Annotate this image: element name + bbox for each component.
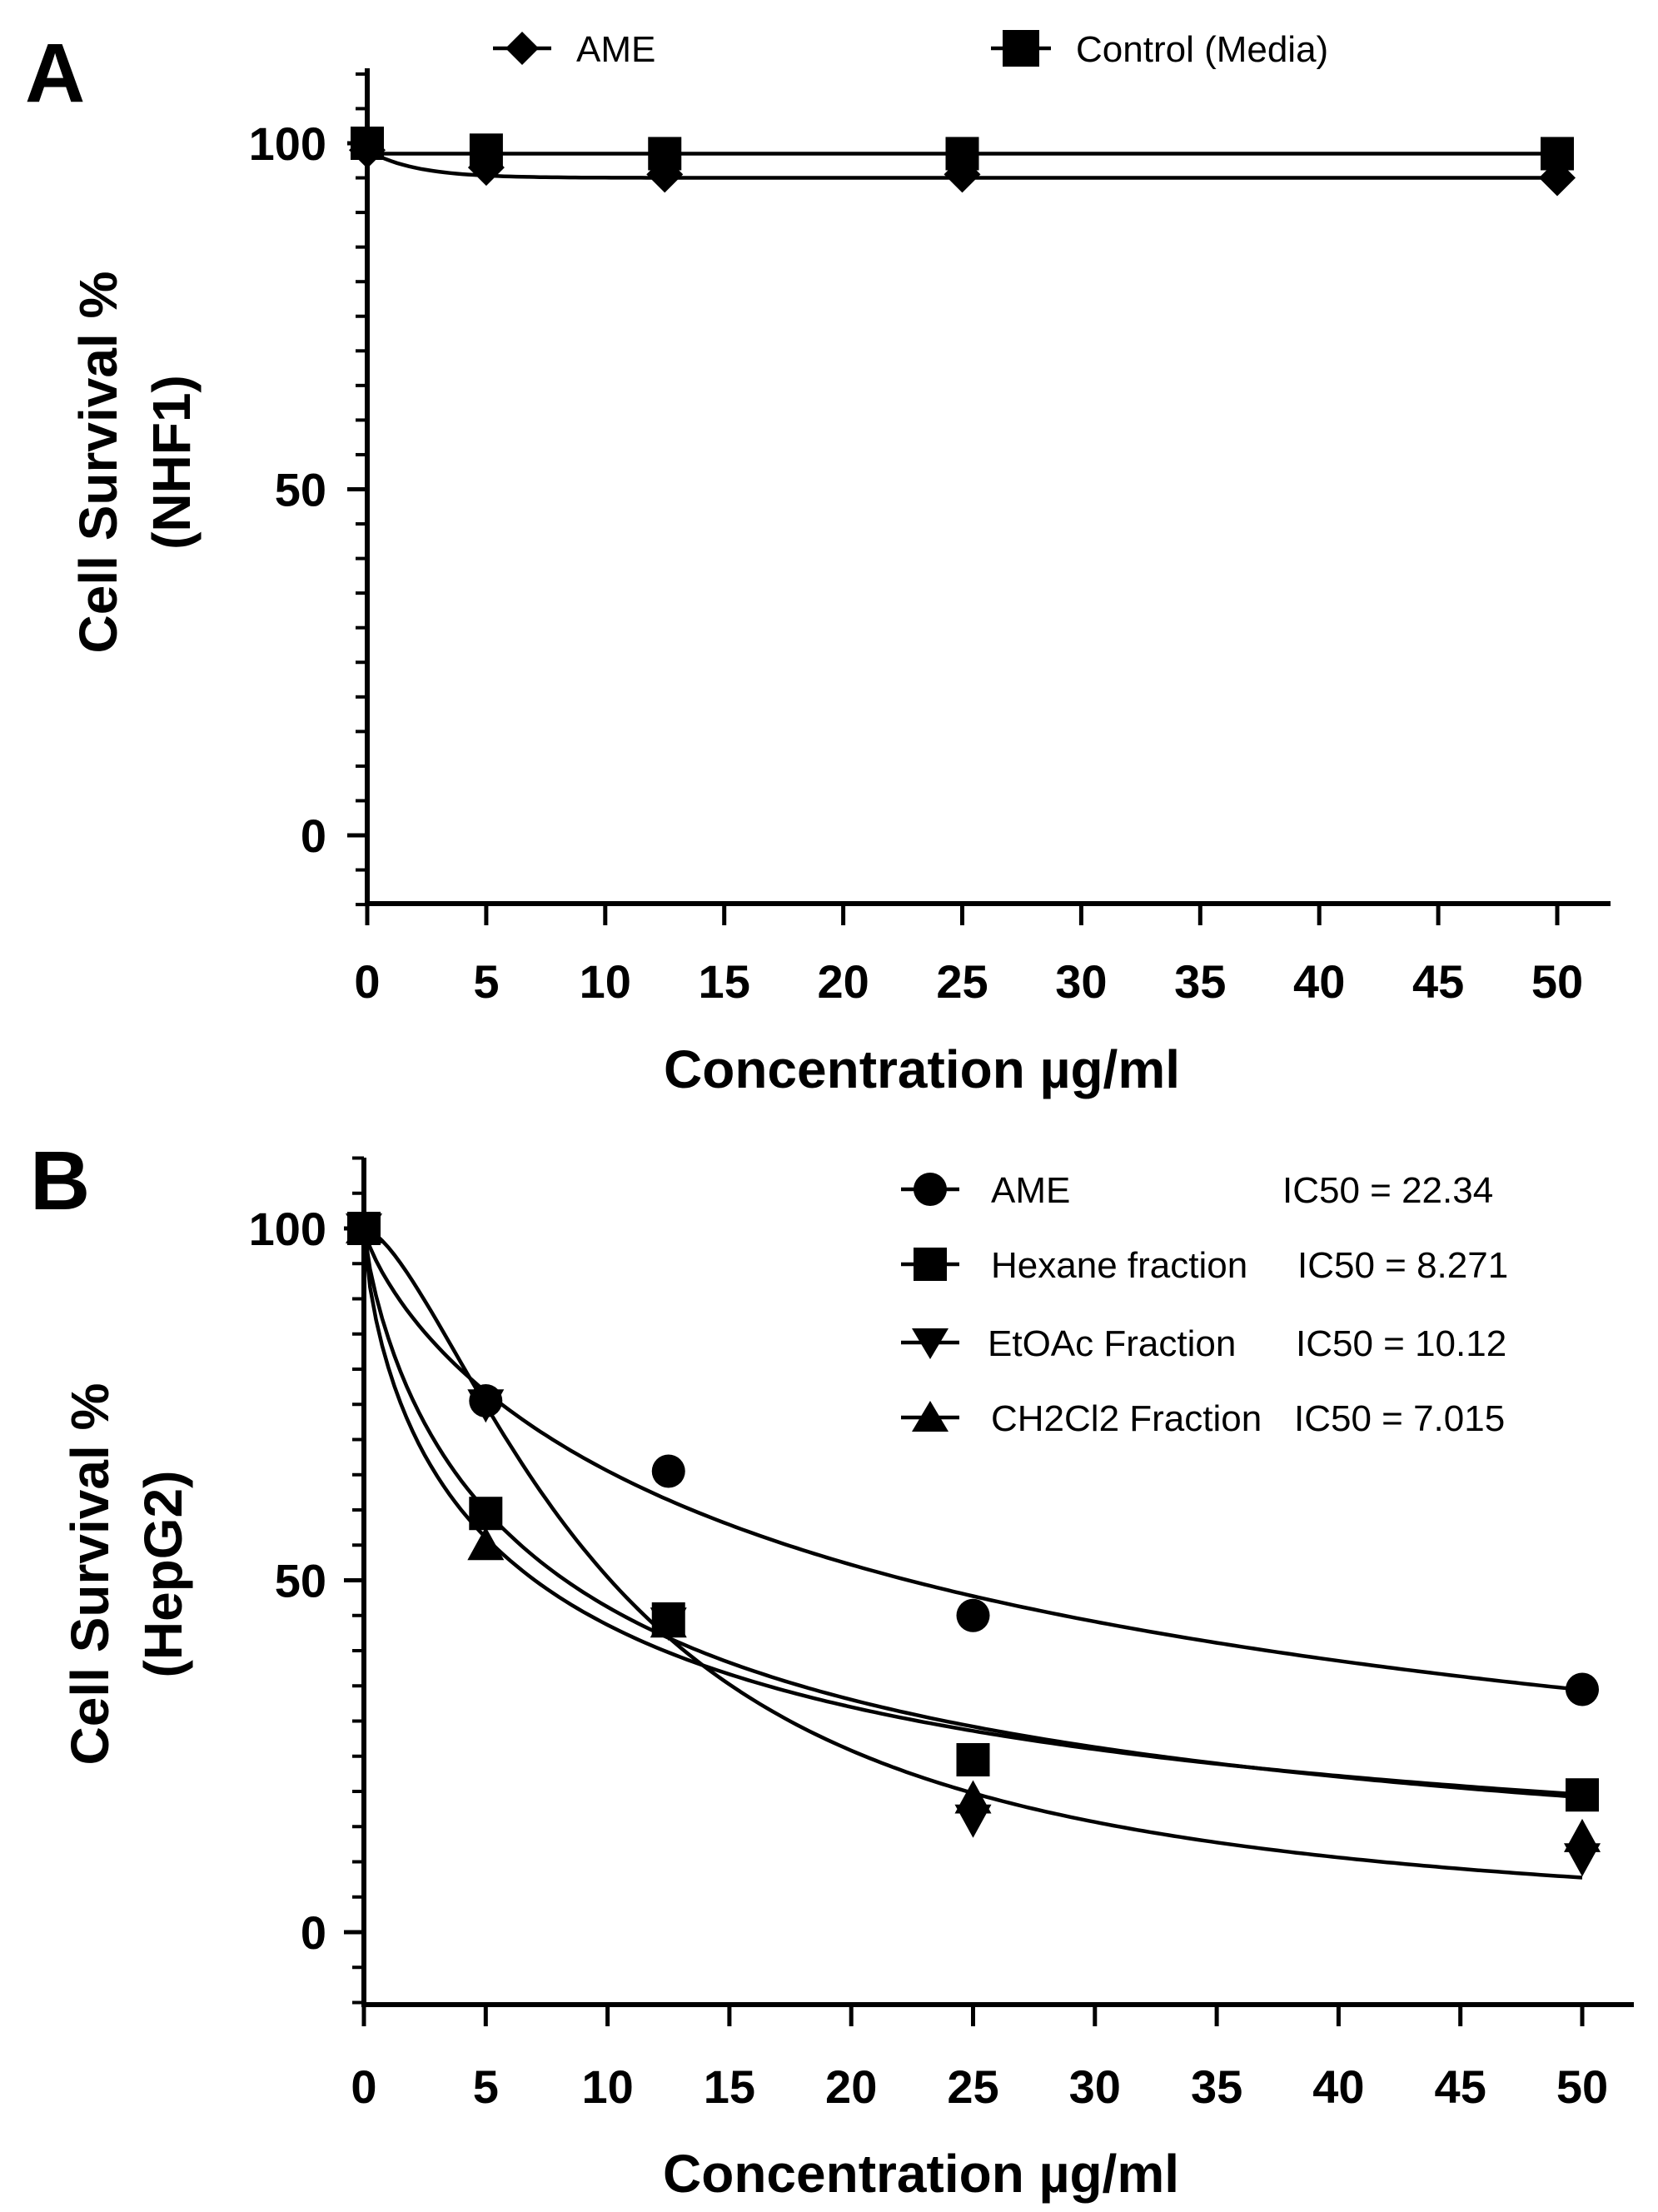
legend-triangle-up-marker xyxy=(912,1401,948,1432)
data-point-series-2 xyxy=(467,1389,505,1423)
x-tick-label: 10 xyxy=(580,955,631,1008)
y-tick-label: 0 xyxy=(301,1906,326,1959)
fit-curve-series-3 xyxy=(361,1228,1583,1796)
x-tick-label: 30 xyxy=(1055,955,1107,1008)
x-tick-label: 40 xyxy=(1293,955,1345,1008)
panel-a: A AME Control (Media) Cell Survival % (N… xyxy=(25,27,1611,1099)
data-point-series-1 xyxy=(469,1497,503,1531)
legend-label-hexane: Hexane fraction xyxy=(991,1245,1247,1286)
x-tick-label: 20 xyxy=(817,955,869,1008)
panel-a-markers xyxy=(349,127,1576,197)
panel-a-x-axis-title: Concentration µg/ml xyxy=(664,1039,1180,1099)
x-tick-label: 15 xyxy=(699,955,750,1008)
legend-square-marker xyxy=(1003,30,1039,67)
y-tick-label: 100 xyxy=(249,1203,326,1255)
y-axis-title-line1: Cell Survival % xyxy=(68,272,128,654)
x-tick-label: 45 xyxy=(1435,2060,1486,2113)
legend-label-ame: AME xyxy=(991,1170,1070,1211)
y-axis-title-line1: Cell Survival % xyxy=(60,1383,120,1766)
fit-curve-series-0 xyxy=(361,1228,1583,1692)
x-tick-label: 15 xyxy=(704,2060,755,2113)
data-point-series-1 xyxy=(945,137,979,171)
x-tick-label: 35 xyxy=(1174,955,1226,1008)
data-point-series-3 xyxy=(650,1604,687,1638)
legend-diamond-marker xyxy=(505,32,539,65)
y-axis-title-line2: (NHF1) xyxy=(142,375,202,550)
data-point-series-0 xyxy=(651,1454,685,1488)
data-point-series-3 xyxy=(467,1527,505,1561)
x-tick-label: 30 xyxy=(1069,2060,1121,2113)
fit-curve-series-1 xyxy=(361,1228,1583,1800)
data-point-series-0 xyxy=(956,1598,990,1632)
panel-b-legend-ch2cl2: CH2Cl2 Fraction IC50 = 7.015 xyxy=(901,1398,1505,1439)
panel-b-y-axis: 0 50 100 xyxy=(249,1156,366,2007)
panel-b-label: B xyxy=(30,1134,90,1228)
x-tick-label: 20 xyxy=(825,2060,877,2113)
legend-circle-marker xyxy=(914,1173,947,1206)
data-point-series-1 xyxy=(469,133,503,167)
data-point-series-1 xyxy=(351,127,384,160)
panel-b: B AME IC50 = 22.34 Hexane fraction IC50 … xyxy=(30,1134,1634,2204)
x-tick-label: 45 xyxy=(1412,955,1464,1008)
panel-b-legend-ame: AME IC50 = 22.34 xyxy=(901,1170,1493,1211)
x-tick-label: 35 xyxy=(1191,2060,1242,2113)
legend-square-marker xyxy=(914,1248,947,1281)
x-tick-label: 40 xyxy=(1312,2060,1364,2113)
x-tick-label: 0 xyxy=(354,955,380,1008)
panel-a-label: A xyxy=(25,27,85,120)
data-point-series-3 xyxy=(346,1210,382,1243)
x-tick-label: 50 xyxy=(1556,2060,1608,2113)
legend-label-ch2cl2: CH2Cl2 Fraction xyxy=(991,1398,1262,1439)
x-tick-label: 5 xyxy=(473,955,499,1008)
panel-b-y-axis-title: Cell Survival % (HepG2) xyxy=(60,1383,193,1766)
data-point-series-3 xyxy=(954,1780,992,1814)
panel-a-y-axis: 0 50 100 xyxy=(249,68,370,907)
panel-b-legend-etoac: EtOAc Fraction IC50 = 10.12 xyxy=(901,1323,1506,1364)
legend-label-control: Control (Media) xyxy=(1076,29,1328,70)
y-axis-title-line2: (HepG2) xyxy=(133,1471,193,1678)
y-tick-label: 50 xyxy=(275,1555,326,1607)
x-tick-label: 25 xyxy=(947,2060,998,2113)
legend-ic50-ame: IC50 = 22.34 xyxy=(1282,1170,1493,1211)
x-tick-label: 0 xyxy=(351,2060,376,2113)
legend-ic50-hexane: IC50 = 8.271 xyxy=(1297,1245,1508,1286)
panel-b-x-axis-title: Concentration µg/ml xyxy=(663,2144,1179,2204)
panel-a-y-axis-title: Cell Survival % (NHF1) xyxy=(68,272,202,654)
data-point-series-1 xyxy=(1541,137,1574,171)
data-point-series-1 xyxy=(956,1742,990,1776)
legend-ic50-etoac: IC50 = 10.12 xyxy=(1296,1323,1506,1364)
panel-b-x-axis: 0 5 10 15 20 25 30 35 40 45 50 xyxy=(351,2002,1634,2113)
panel-b-legend: AME IC50 = 22.34 Hexane fraction IC50 = … xyxy=(901,1170,1508,1439)
panel-a-legend: AME Control (Media) xyxy=(493,29,1328,70)
panel-b-markers xyxy=(346,1210,1601,1877)
data-point-series-0 xyxy=(1566,1672,1599,1706)
x-tick-label: 5 xyxy=(473,2060,499,2113)
x-tick-label: 50 xyxy=(1531,955,1583,1008)
legend-ic50-ch2cl2: IC50 = 7.015 xyxy=(1294,1398,1505,1439)
panel-b-legend-hexane: Hexane fraction IC50 = 8.271 xyxy=(901,1245,1508,1286)
data-point-series-1 xyxy=(648,137,682,171)
x-tick-label: 25 xyxy=(936,955,988,1008)
x-tick-label: 10 xyxy=(581,2060,633,2113)
legend-triangle-down-marker xyxy=(912,1328,948,1359)
legend-label-etoac: EtOAc Fraction xyxy=(988,1323,1236,1364)
data-point-series-3 xyxy=(1564,1818,1601,1852)
legend-label-ame: AME xyxy=(576,29,655,70)
panel-a-x-axis: 0 5 10 15 20 25 30 35 40 45 50 xyxy=(354,901,1611,1008)
data-point-series-1 xyxy=(1566,1778,1599,1812)
y-tick-label: 50 xyxy=(275,464,326,516)
panel-a-legend-control: Control (Media) xyxy=(991,29,1328,70)
y-tick-label: 0 xyxy=(301,810,326,862)
panel-a-legend-ame: AME xyxy=(493,29,655,70)
y-tick-label: 100 xyxy=(249,117,326,170)
